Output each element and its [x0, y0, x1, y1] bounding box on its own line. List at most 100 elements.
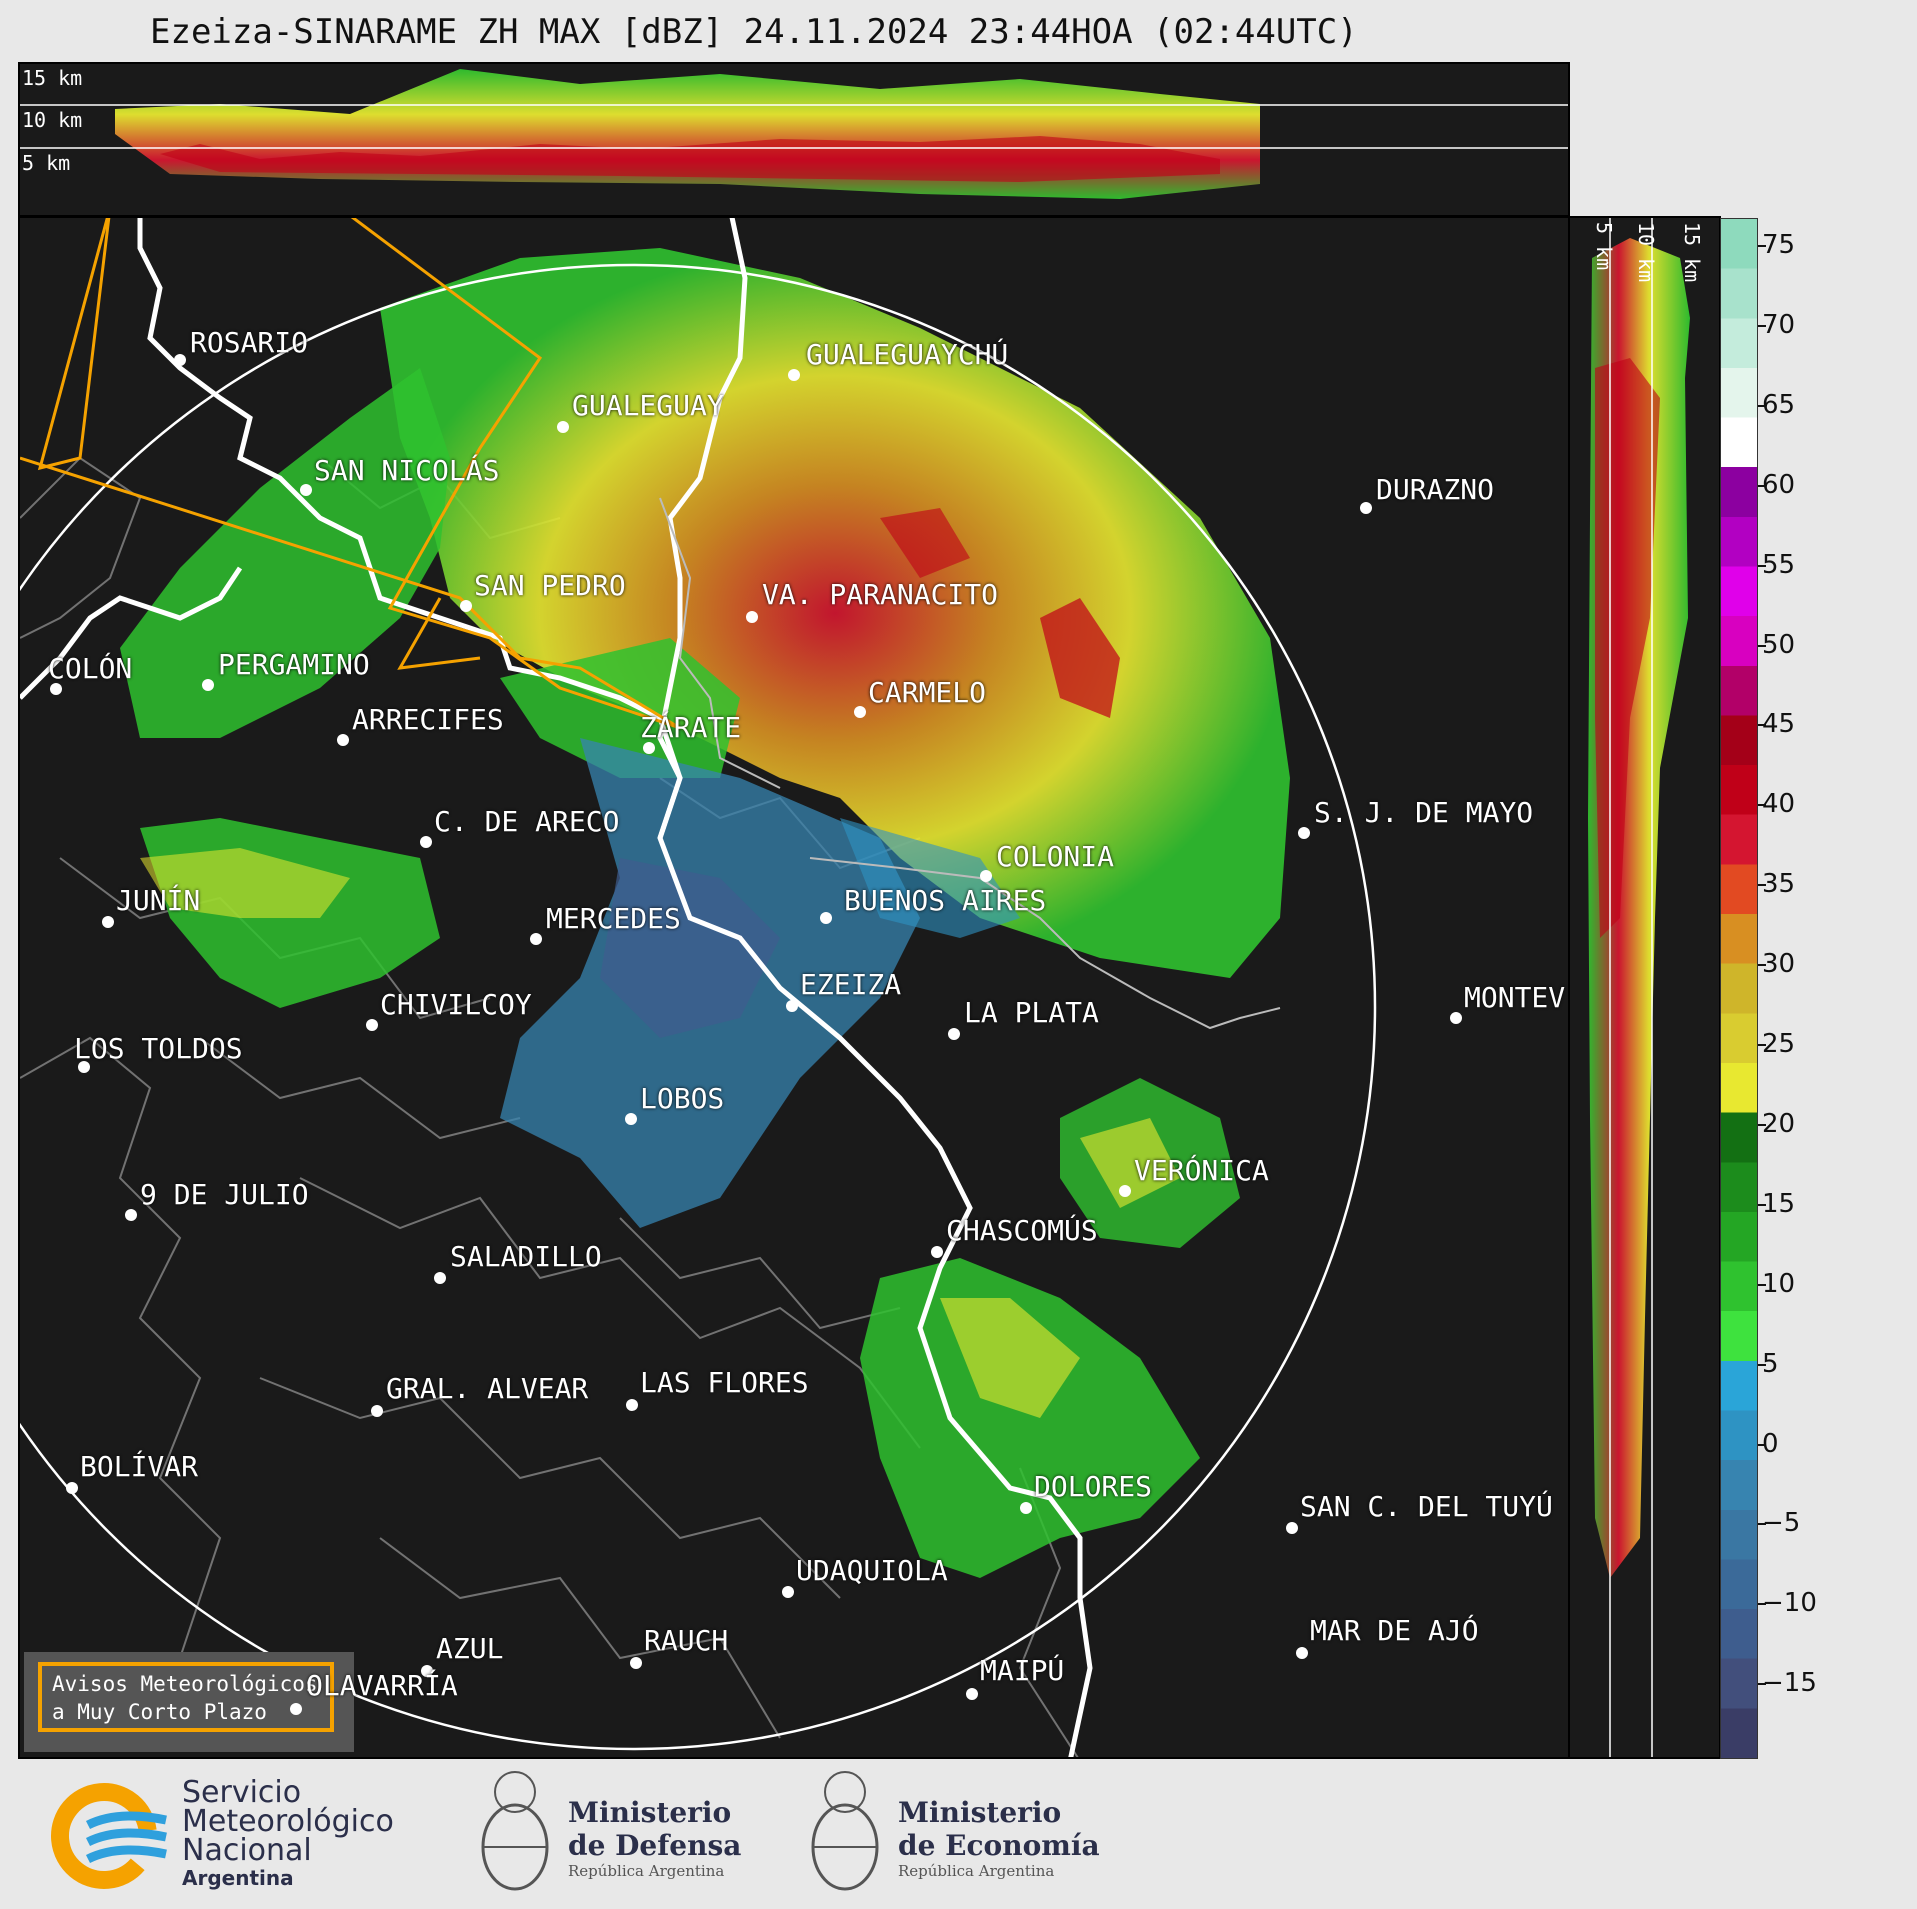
height-label-5km: 5 km: [22, 151, 71, 175]
colorbar-tick-label: 10: [1762, 1268, 1796, 1299]
colorbar-tick-label: 0: [1762, 1428, 1779, 1459]
colorbar-tick-mark: [1758, 484, 1766, 487]
city-label: OLAVARRÍA: [306, 1669, 458, 1702]
dbz-colorbar: [1720, 218, 1758, 1759]
top-cross-section: 15 km 10 km 5 km: [18, 62, 1570, 217]
colorbar-tick-mark: [1758, 964, 1766, 967]
city-marker: [78, 1061, 90, 1073]
city-marker: [337, 734, 349, 746]
colorbar-tick-label: 50: [1762, 629, 1796, 660]
colorbar-tick-mark: [1758, 724, 1766, 727]
colorbar-tick-label: 55: [1762, 549, 1796, 580]
city-label: ROSARIO: [190, 326, 309, 359]
city-label: UDAQUIOLA: [796, 1554, 948, 1587]
city-marker: [50, 683, 62, 695]
city-label: SAN PEDRO: [474, 569, 626, 602]
colorbar-tick-label: −15: [1762, 1668, 1817, 1699]
colorbar-tick-mark: [1758, 1123, 1766, 1126]
city-marker: [102, 916, 114, 928]
city-marker: [788, 369, 800, 381]
city-label: DOLORES: [1034, 1470, 1153, 1503]
economia-line-2: de Economía: [898, 1829, 1100, 1862]
city-marker: [625, 1113, 637, 1125]
colorbar-tick-mark: [1758, 404, 1766, 407]
city-marker: [371, 1405, 383, 1417]
city-marker: [626, 1399, 638, 1411]
colorbar-tick-mark: [1758, 1044, 1766, 1046]
city-marker: [820, 912, 832, 924]
economia-seal-icon: [800, 1762, 890, 1897]
smn-name: Servicio Meteorológico Nacional Argentin…: [182, 1778, 394, 1891]
city-marker: [202, 679, 214, 691]
city-marker: [434, 1272, 446, 1284]
smn-logo: [48, 1780, 168, 1890]
city-marker: [290, 1703, 302, 1715]
city-label: CHASCOMÚS: [946, 1214, 1098, 1247]
city-marker: [980, 870, 992, 882]
colorbar-tick-mark: [1758, 804, 1766, 807]
colorbar-tick-mark: [1758, 324, 1766, 327]
city-marker: [786, 1000, 798, 1012]
height-label-15km: 15 km: [22, 66, 83, 90]
colorbar-tick-label: 60: [1762, 469, 1796, 500]
city-label: RAUCH: [644, 1624, 729, 1657]
city-marker: [1286, 1522, 1298, 1534]
colorbar-tick-mark: [1758, 1443, 1766, 1446]
colorbar-tick-label: 65: [1762, 389, 1796, 420]
city-label: S. J. DE MAYO: [1314, 796, 1534, 829]
city-label: EZEIZA: [800, 968, 902, 1001]
city-label: MAIPÚ: [980, 1654, 1065, 1687]
city-marker: [174, 354, 186, 366]
colorbar-tick-label: 15: [1762, 1188, 1796, 1219]
city-marker: [1119, 1185, 1131, 1197]
city-label: CHIVILCOY: [380, 988, 532, 1021]
side-cross-section: 5 km 10 km 15 km: [1568, 216, 1721, 1759]
smn-line-2: Meteorológico: [182, 1804, 394, 1839]
city-marker: [530, 933, 542, 945]
colorbar-tick-label: −5: [1762, 1508, 1801, 1539]
city-marker: [1298, 827, 1310, 839]
city-marker: [1296, 1647, 1308, 1659]
smn-line-3: Nacional: [182, 1833, 312, 1868]
colorbar-tick-mark: [1758, 1283, 1766, 1286]
city-label: PERGAMINO: [218, 648, 370, 681]
economia-name: Ministerio de Economía República Argenti…: [898, 1796, 1100, 1880]
smn-line-4: Argentina: [182, 1866, 294, 1890]
city-marker: [643, 742, 655, 754]
warnings-line-2: a Muy Corto Plazo: [52, 1700, 267, 1724]
height-label-10km: 10 km: [22, 108, 83, 132]
side-height-label-15km: 15 km: [1680, 222, 1704, 283]
city-marker: [300, 484, 312, 496]
colorbar-tick-label: 20: [1762, 1108, 1796, 1139]
city-label: AZUL: [436, 1632, 504, 1665]
city-marker: [1450, 1012, 1462, 1024]
colorbar-tick-mark: [1758, 245, 1766, 247]
city-label: CARMELO: [868, 676, 987, 709]
side-height-label-5km: 5 km: [1592, 222, 1616, 271]
side-height-label-10km: 10 km: [1634, 222, 1658, 283]
city-marker: [420, 836, 432, 848]
colorbar-tick-mark: [1758, 884, 1766, 887]
city-label: MERCEDES: [546, 902, 681, 935]
city-marker: [557, 421, 569, 433]
colorbar-tick-mark: [1758, 644, 1766, 647]
warnings-box[interactable]: Avisos Meteorológicos a Muy Corto Plazo: [24, 1652, 354, 1752]
smn-line-1: Servicio: [182, 1775, 302, 1810]
colorbar-tick-mark: [1758, 1363, 1766, 1366]
city-label: JUNÍN: [116, 884, 201, 917]
defensa-seal-icon: [470, 1762, 560, 1897]
colorbar-tick-mark: [1758, 564, 1766, 567]
city-label: 9 DE JULIO: [140, 1178, 309, 1211]
city-marker: [421, 1665, 433, 1677]
city-label: LOBOS: [640, 1082, 725, 1115]
city-label: SAN C. DEL TUYÚ: [1300, 1490, 1553, 1523]
city-marker: [366, 1019, 378, 1031]
city-marker: [966, 1688, 978, 1700]
city-label: GUALEGUAY: [572, 389, 724, 422]
defensa-line-2: de Defensa: [568, 1829, 742, 1862]
colorbar-tick-label: 70: [1762, 309, 1796, 340]
city-marker: [1360, 502, 1372, 514]
city-marker: [125, 1209, 137, 1221]
warnings-box-frame[interactable]: Avisos Meteorológicos a Muy Corto Plazo: [38, 1662, 334, 1732]
city-marker: [460, 600, 472, 612]
